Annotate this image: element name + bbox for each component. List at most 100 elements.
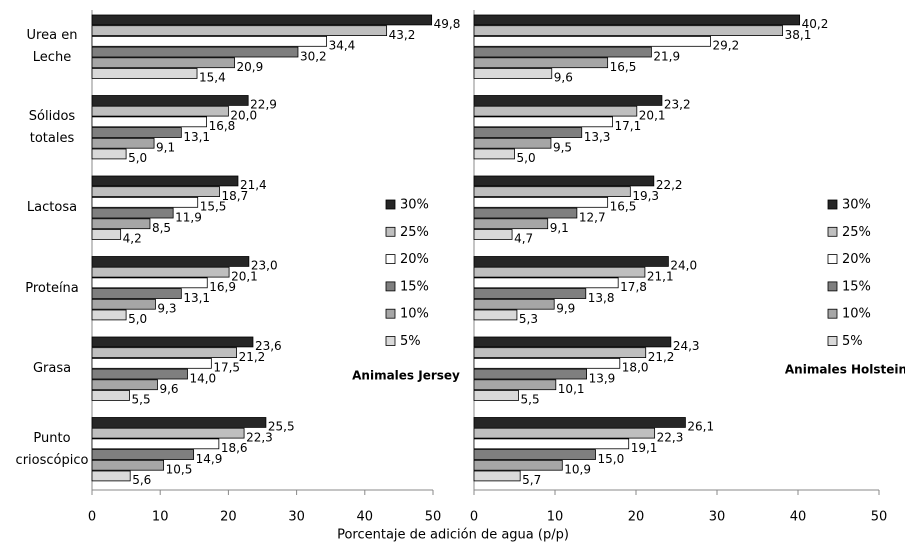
- legend-swatch: [385, 199, 396, 210]
- value-label: 17,5: [213, 361, 240, 375]
- bar: [91, 357, 212, 369]
- value-label: 23,2: [664, 98, 691, 112]
- bar: [91, 25, 388, 37]
- bar: [473, 105, 638, 117]
- legend-swatch: [827, 308, 838, 319]
- value-label: 38,1: [785, 28, 812, 42]
- bar: [91, 266, 230, 278]
- bar: [473, 57, 609, 69]
- value-label: 19,1: [631, 441, 658, 455]
- legend-label: 20%: [400, 252, 429, 267]
- bar: [473, 137, 552, 149]
- bar: [473, 186, 631, 197]
- value-label: 13,8: [588, 291, 615, 305]
- bar: [91, 218, 151, 230]
- bar: [473, 116, 613, 128]
- bar: [91, 438, 220, 450]
- bar: [91, 277, 208, 289]
- legend-label: 5%: [842, 334, 863, 349]
- legend-swatch: [385, 254, 396, 265]
- bar: [91, 137, 155, 149]
- value-label: 21,2: [239, 350, 266, 364]
- value-label: 10,9: [564, 463, 591, 477]
- bar: [473, 336, 672, 348]
- legend-swatch: [385, 281, 396, 292]
- value-label: 16,5: [610, 200, 637, 214]
- x-tick-label: 50: [425, 510, 442, 525]
- legend-swatch: [385, 226, 396, 237]
- legend-label: 5%: [400, 334, 421, 349]
- bar: [91, 148, 127, 160]
- bar: [473, 470, 521, 482]
- legend-swatch: [827, 199, 838, 210]
- value-label: 5,3: [519, 312, 538, 326]
- bar: [91, 336, 254, 348]
- bar: [473, 229, 513, 240]
- legend-swatch: [827, 281, 838, 292]
- value-label: 16,8: [209, 119, 236, 133]
- value-label: 21,9: [653, 49, 680, 63]
- bar: [91, 449, 195, 460]
- panel-title: Animales Holstein: [785, 363, 905, 377]
- value-label: 20,0: [230, 108, 257, 122]
- bar: [473, 427, 656, 439]
- value-label: 8,5: [152, 221, 171, 235]
- value-label: 23,0: [251, 259, 278, 273]
- bar: [91, 390, 130, 401]
- bar: [91, 46, 299, 58]
- value-label: 5,0: [128, 312, 147, 326]
- legend-label: 25%: [400, 225, 429, 240]
- bar: [91, 95, 249, 106]
- bar: [473, 449, 596, 460]
- bar: [473, 277, 619, 289]
- bar: [91, 207, 174, 219]
- value-label: 49,8: [434, 17, 461, 31]
- value-label: 24,0: [670, 259, 697, 273]
- bar: [91, 427, 245, 439]
- bar: [473, 127, 583, 138]
- category-label: Proteína: [25, 280, 79, 296]
- bar: [473, 288, 587, 299]
- value-label: 22,2: [656, 178, 683, 192]
- value-label: 30,2: [300, 49, 327, 63]
- bar: [473, 266, 646, 278]
- value-label: 9,3: [157, 302, 176, 316]
- value-label: 10,5: [166, 463, 193, 477]
- bar: [473, 95, 663, 106]
- value-label: 13,9: [589, 371, 616, 385]
- value-label: 20,1: [231, 269, 258, 283]
- bar: [91, 459, 165, 471]
- x-tick-label: 10: [152, 510, 169, 525]
- value-label: 5,0: [128, 151, 147, 165]
- value-label: 15,5: [200, 200, 227, 214]
- x-axis-label: Porcentaje de adición de agua (p/p): [337, 528, 569, 543]
- bar: [473, 148, 515, 160]
- value-label: 9,1: [156, 141, 175, 155]
- x-tick-label: 20: [220, 510, 237, 525]
- x-tick-label: 20: [628, 510, 645, 525]
- bar: [91, 256, 250, 267]
- category-label: Punto crioscópico: [15, 430, 89, 468]
- bar: [473, 25, 784, 37]
- legend-label: 30%: [400, 198, 429, 213]
- value-label: 5,0: [517, 151, 536, 165]
- value-label: 18,7: [222, 189, 249, 203]
- value-label: 17,8: [620, 280, 647, 294]
- bar: [473, 175, 655, 187]
- value-label: 15,4: [199, 71, 226, 85]
- x-tick-label: 40: [790, 510, 807, 525]
- value-label: 5,5: [521, 393, 540, 407]
- value-label: 18,6: [221, 441, 248, 455]
- bar: [473, 36, 711, 47]
- bar: [91, 347, 237, 359]
- bar: [91, 417, 267, 428]
- value-label: 4,7: [514, 232, 533, 246]
- bar: [91, 298, 156, 310]
- value-label: 22,9: [250, 98, 277, 112]
- legend-label: 10%: [842, 307, 871, 322]
- legend-label: 15%: [842, 279, 871, 294]
- bar: [473, 218, 549, 230]
- value-label: 4,2: [123, 232, 142, 246]
- panel-title: Animales Jersey: [352, 369, 460, 383]
